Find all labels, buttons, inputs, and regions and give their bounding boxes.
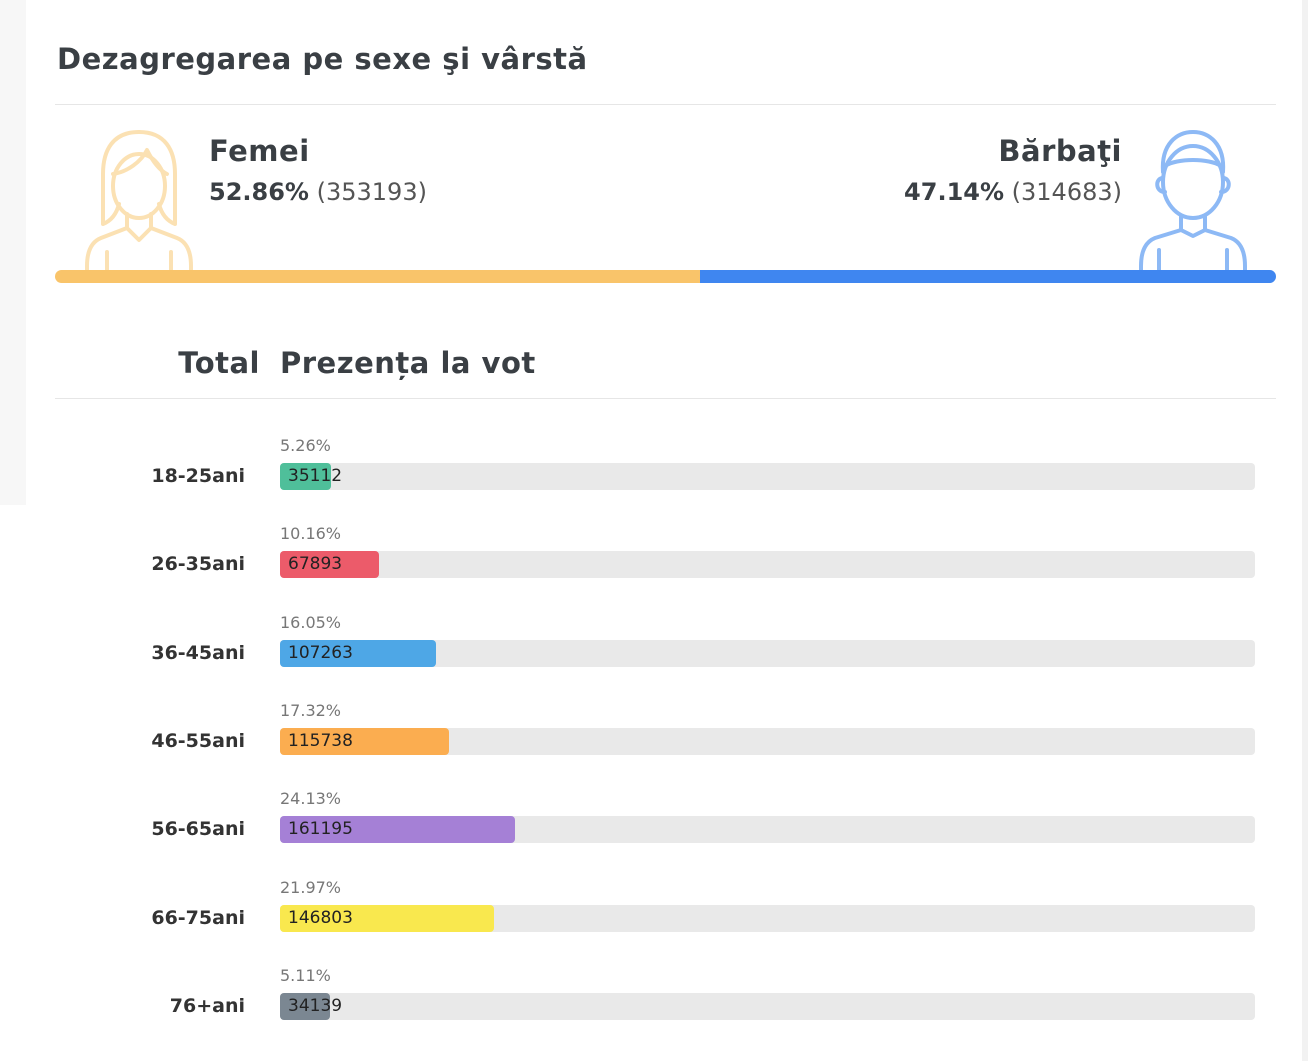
- bar-track: 161195: [280, 816, 1255, 843]
- age-percent-label: 21.97%: [280, 878, 342, 897]
- page-title: Dezagregarea pe sexe şi vârstă: [57, 42, 588, 76]
- age-label: 46-55ani: [151, 730, 245, 752]
- bar-fill: [280, 728, 449, 755]
- male-count: (314683): [1011, 178, 1122, 206]
- bar-fill: [280, 463, 331, 490]
- bar-fill: [280, 551, 379, 578]
- male-share-bar: [700, 270, 1276, 283]
- age-percent-label: 17.32%: [280, 701, 342, 720]
- bar-fill: [280, 905, 494, 932]
- title-divider: [55, 104, 1276, 105]
- bar-fill: [280, 640, 436, 667]
- total-header: Total: [178, 346, 260, 380]
- bar-track: 34139: [280, 993, 1255, 1020]
- male-stat: 47.14% (314683): [904, 178, 1122, 206]
- bar-fill: [280, 816, 515, 843]
- age-percent-label: 16.05%: [280, 613, 342, 632]
- female-share-bar: [55, 270, 700, 283]
- bar-track: 107263: [280, 640, 1255, 667]
- bar-fill: [280, 993, 330, 1020]
- bar-track: 35112: [280, 463, 1255, 490]
- age-percent-label: 5.26%: [280, 436, 331, 455]
- age-row: 66-75ani 21.97% 146803: [55, 878, 1276, 948]
- female-count: (353193): [316, 178, 427, 206]
- woman-icon: [85, 130, 193, 272]
- male-percent: 47.14%: [904, 178, 1005, 206]
- bar-track: 115738: [280, 728, 1255, 755]
- female-stat: 52.86% (353193): [209, 178, 427, 206]
- age-label: 36-45ani: [151, 642, 245, 664]
- bar-count-label: 115738: [288, 731, 353, 751]
- female-label: Femei: [209, 134, 310, 168]
- bar-count-label: 34139: [288, 996, 343, 1016]
- demographics-panel: Dezagregarea pe sexe şi vârstă Femei 52.…: [55, 0, 1276, 1061]
- age-row: 46-55ani 17.32% 115738: [55, 701, 1276, 771]
- scrollbar-track[interactable]: [1302, 0, 1308, 1061]
- header-divider: [55, 398, 1276, 399]
- age-row: 26-35ani 10.16% 67893: [55, 524, 1276, 594]
- bar-track: 146803: [280, 905, 1255, 932]
- female-percent: 52.86%: [209, 178, 309, 206]
- male-label: Bărbaţi: [998, 134, 1122, 168]
- age-label: 56-65ani: [151, 818, 245, 840]
- man-icon: [1139, 130, 1247, 272]
- left-edge-strip: [0, 0, 26, 505]
- age-percent-label: 24.13%: [280, 789, 342, 808]
- age-percent-label: 10.16%: [280, 524, 342, 543]
- age-label: 26-35ani: [151, 553, 245, 575]
- age-row: 76+ani 5.11% 34139: [55, 966, 1276, 1036]
- age-label: 76+ani: [169, 995, 245, 1017]
- bar-count-label: 146803: [288, 908, 353, 928]
- age-label: 66-75ani: [151, 907, 245, 929]
- bar-count-label: 35112: [288, 466, 343, 486]
- age-percent-label: 5.11%: [280, 966, 331, 985]
- age-row: 56-65ani 24.13% 161195: [55, 789, 1276, 859]
- age-row: 18-25ani 5.26% 35112: [55, 436, 1276, 506]
- bar-track: 67893: [280, 551, 1255, 578]
- bar-count-label: 161195: [288, 819, 353, 839]
- age-label: 18-25ani: [151, 465, 245, 487]
- bar-count-label: 67893: [288, 554, 343, 574]
- bar-count-label: 107263: [288, 643, 353, 663]
- turnout-header: Prezența la vot: [280, 346, 536, 380]
- age-row: 36-45ani 16.05% 107263: [55, 613, 1276, 683]
